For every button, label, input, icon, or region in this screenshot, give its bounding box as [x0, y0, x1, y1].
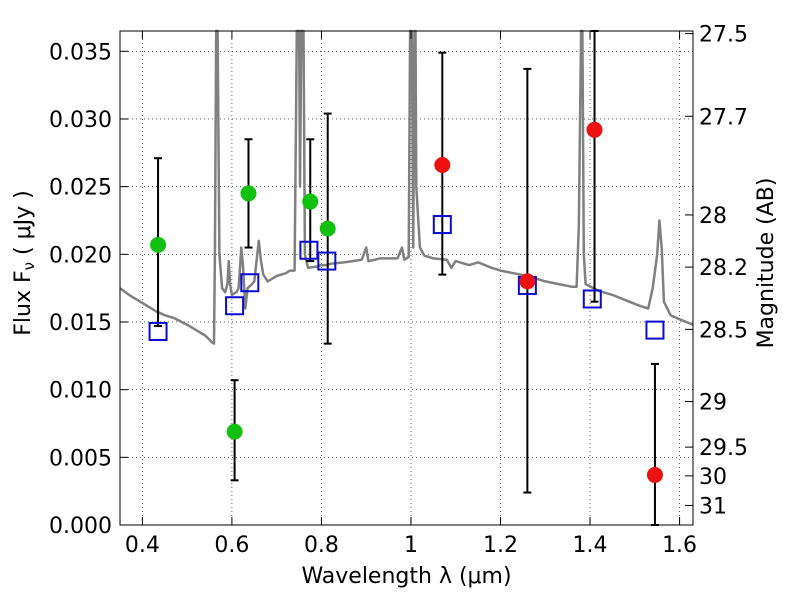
plot-frame — [119, 30, 694, 526]
x-tick-label: 0.4 — [125, 533, 160, 558]
model-flux-square — [299, 240, 319, 260]
y2-tick-label: 30 — [699, 465, 727, 490]
red-data-point — [519, 273, 536, 290]
x-axis-label: Wavelength λ (μm) — [301, 564, 511, 589]
y-tick-label: 0.025 — [49, 176, 112, 201]
model-spectrum — [119, 29, 694, 345]
x-tick-label: 1.2 — [483, 533, 518, 558]
y2-tick-label: 28.2 — [699, 256, 748, 281]
red-data-point — [434, 156, 451, 173]
green-data-point — [226, 423, 243, 440]
x-tick-label: 0.6 — [214, 533, 249, 558]
y-tick-label: 0.035 — [49, 40, 112, 65]
y2-tick-label: 28 — [699, 204, 727, 229]
y-axis-label-main: Flux F — [11, 270, 36, 335]
y-axis-label: Flux Fν ( μJy ) — [11, 190, 38, 335]
y2-tick-label: 29.5 — [699, 436, 748, 461]
green-data-point — [302, 193, 319, 210]
y2-tick-label: 31 — [699, 494, 727, 519]
model-flux-square — [240, 273, 260, 293]
y-tick-label: 0.020 — [49, 243, 112, 268]
axis-ticks — [120, 31, 693, 526]
y2-tick-label: 28.5 — [699, 318, 748, 343]
model-flux-square — [432, 215, 452, 235]
data-markers — [148, 121, 665, 483]
x-tick-label: 1 — [404, 533, 418, 558]
y2-tick-label: 27.5 — [699, 23, 748, 48]
y-axis-label-subscript: ν — [20, 262, 38, 270]
green-data-point — [240, 185, 257, 202]
y-tick-label: 0.005 — [49, 446, 112, 471]
y-tick-label: 0.015 — [49, 311, 112, 336]
red-data-point — [586, 121, 603, 138]
model-flux-square — [225, 296, 245, 316]
model-flux-square — [317, 251, 337, 271]
model-flux-square — [645, 320, 665, 340]
x-tick-label: 1.4 — [573, 533, 608, 558]
y-tick-label: 0.030 — [49, 108, 112, 133]
model-spectrum-line — [119, 29, 694, 345]
tick-labels: 0.4 0.6 0.8 1 1.2 1.4 1.6 0.000 0.005 0.010 0.015 0… — [49, 23, 748, 558]
y2-tick-label: 27.7 — [699, 105, 748, 130]
red-data-point — [646, 466, 663, 483]
y-axis-label-unit: ( μJy ) — [11, 190, 36, 262]
green-data-point — [150, 236, 167, 253]
y2-tick-label: 29 — [699, 391, 727, 416]
grid-lines — [120, 31, 693, 526]
x-tick-label: 0.8 — [304, 533, 339, 558]
model-flux-square — [148, 321, 168, 341]
x-tick-label: 1.6 — [662, 533, 697, 558]
model-flux-square — [582, 289, 602, 309]
green-data-point — [319, 220, 336, 237]
y-tick-label: 0.010 — [49, 379, 112, 404]
y2-axis-label: Magnitude (AB) — [754, 178, 779, 349]
y-tick-label: 0.000 — [49, 514, 112, 539]
